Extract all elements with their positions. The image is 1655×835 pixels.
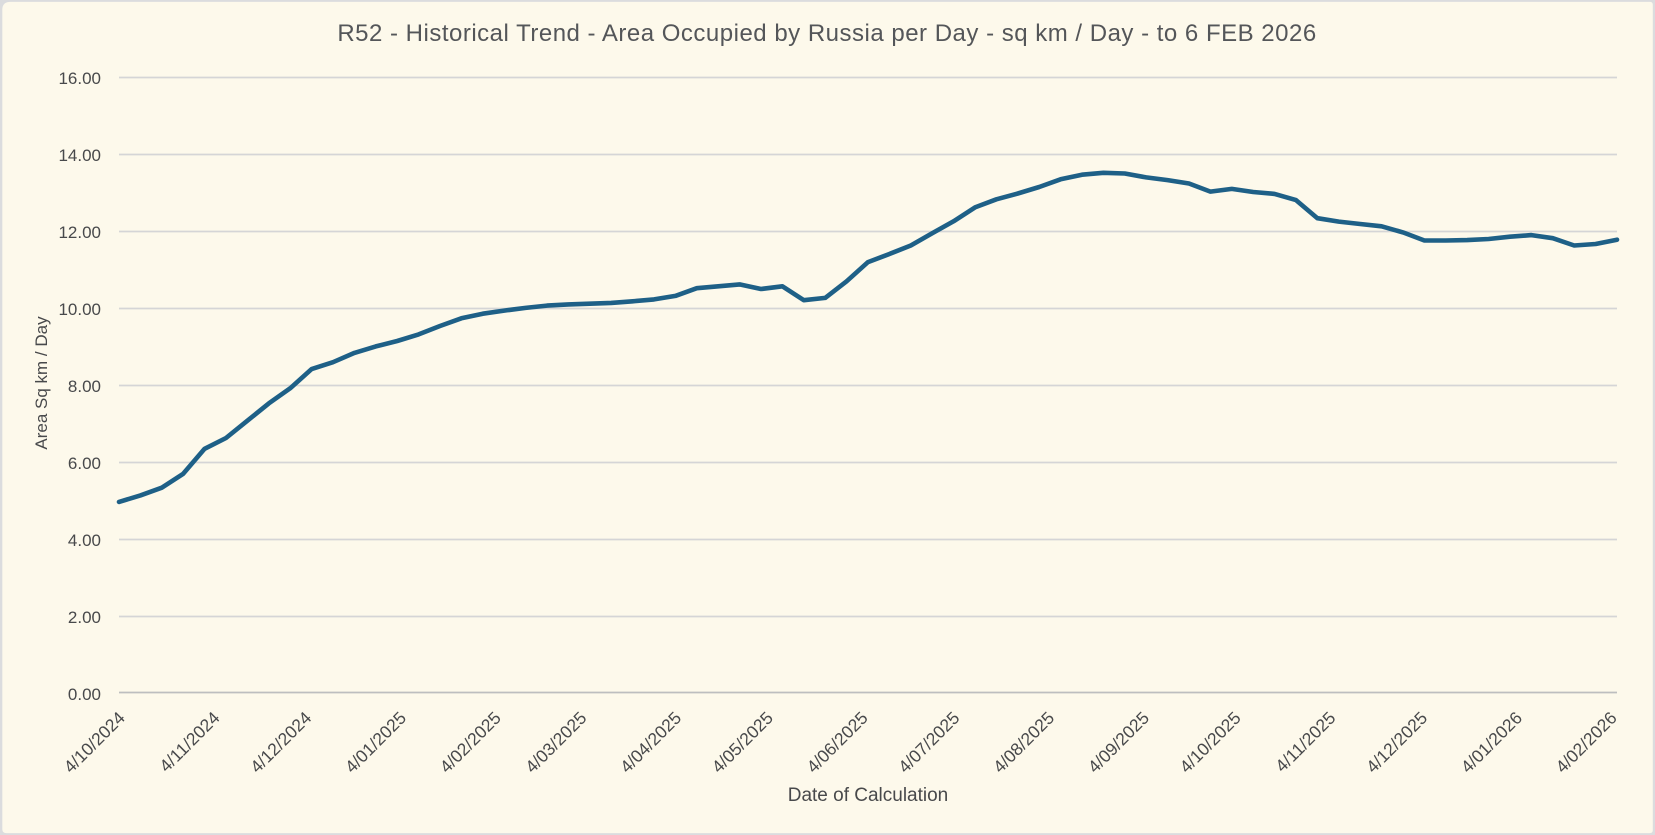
svg-text:6.00: 6.00 — [68, 454, 101, 473]
svg-text:0.00: 0.00 — [68, 685, 101, 704]
svg-text:16.00: 16.00 — [58, 69, 101, 88]
svg-text:Date of Calculation: Date of Calculation — [788, 785, 949, 806]
svg-text:R52 - Historical Trend - Area: R52 - Historical Trend - Area Occupied b… — [337, 20, 1316, 47]
svg-text:12.00: 12.00 — [58, 223, 101, 242]
svg-text:10.00: 10.00 — [58, 300, 101, 319]
svg-text:8.00: 8.00 — [68, 377, 101, 396]
svg-text:4.00: 4.00 — [68, 531, 101, 550]
svg-text:2.00: 2.00 — [68, 608, 101, 627]
svg-text:Area Sq km / Day: Area Sq km / Day — [32, 316, 51, 450]
svg-text:14.00: 14.00 — [58, 146, 101, 165]
